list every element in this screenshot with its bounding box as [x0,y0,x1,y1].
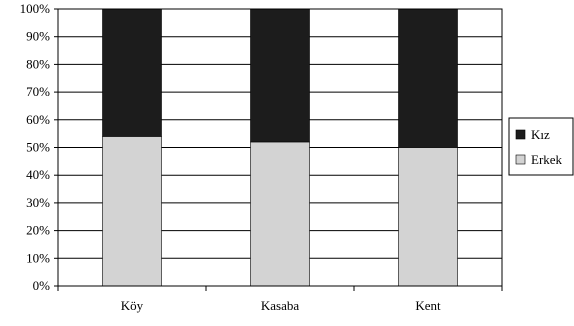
bar-kız-1 [102,8,162,137]
y-tick-label: 20% [26,223,50,238]
bar-erkek-1 [102,136,162,287]
legend-label-kız: Kız [531,127,550,142]
legend-swatch-erkek [515,154,526,165]
x-tick-label: Kasaba [261,298,299,313]
y-tick-label: 60% [26,112,50,127]
bar-kız-2 [250,8,310,143]
legend: Kız Erkek [508,117,574,176]
y-tick-label: 90% [26,29,50,44]
y-tick-label: 50% [26,140,50,155]
x-tick-labels: Köy Kasaba Kent [121,298,441,313]
bars [102,8,458,287]
bar-kız-3 [398,8,458,148]
y-tick-label: 30% [26,195,50,210]
y-tick-label: 40% [26,167,50,182]
y-tick-label: 80% [26,56,50,71]
x-tick-label: Kent [415,298,441,313]
legend-box [508,117,574,176]
bar-erkek-2 [250,141,310,287]
y-tick-label: 70% [26,84,50,99]
legend-swatch-kız [515,129,526,140]
legend-label-erkek: Erkek [531,152,563,167]
y-tick-label: 0% [33,278,51,293]
y-tick-label: 10% [26,250,50,265]
bar-erkek-3 [398,147,458,287]
axes [54,8,503,291]
y-tick-labels: 0% 10% 20% 30% 40% 50% 60% 70% 80% 90% 100% [20,1,51,293]
y-tick-label: 100% [20,1,51,16]
x-tick-label: Köy [121,298,144,313]
